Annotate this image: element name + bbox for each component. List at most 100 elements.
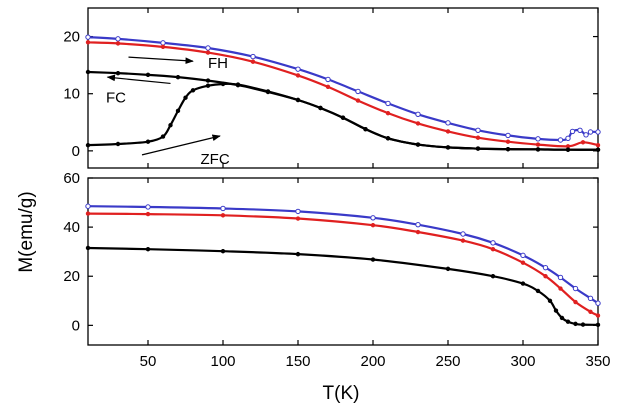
data-point (595, 129, 601, 135)
data-point (85, 40, 91, 45)
data-point (265, 89, 271, 94)
data-point (250, 59, 256, 64)
y-tick-label: 0 (72, 143, 80, 160)
y-tick-label: 0 (72, 317, 80, 334)
data-point (580, 140, 586, 145)
data-point (577, 127, 583, 133)
data-point (160, 44, 166, 50)
bottom-plot-frame (87, 177, 599, 346)
data-point (115, 141, 121, 147)
data-point (115, 36, 121, 42)
data-point (220, 81, 226, 87)
data-point (295, 66, 301, 72)
annotation-label: FC (106, 90, 126, 107)
y-tick-label: 20 (63, 29, 80, 46)
data-point (475, 135, 481, 140)
data-point (535, 136, 541, 142)
data-point (250, 53, 256, 60)
data-point (565, 147, 571, 152)
x-tick-label: 150 (285, 353, 310, 370)
data-point (85, 34, 91, 40)
data-point (595, 322, 601, 328)
data-point (85, 69, 91, 75)
data-point (295, 73, 301, 78)
data-point (595, 300, 601, 306)
data-point (355, 88, 361, 95)
data-point (235, 82, 241, 87)
data-point (370, 222, 376, 228)
data-point (355, 98, 361, 103)
data-point (445, 129, 451, 134)
annotation-zfc: ZFC (141, 134, 230, 168)
data-point (460, 231, 466, 237)
top-series-3 (85, 81, 601, 152)
data-point (445, 145, 451, 150)
annotation-fh: FH (128, 55, 228, 72)
data-point (220, 205, 226, 212)
data-point (573, 321, 578, 327)
data-point (553, 308, 559, 313)
y-tick-label: 40 (63, 219, 80, 236)
data-point (569, 128, 576, 135)
data-point (363, 126, 368, 132)
data-point (595, 142, 601, 148)
data-point (445, 266, 451, 272)
annotation-arrow (106, 74, 171, 85)
data-point (565, 135, 571, 141)
data-point (415, 229, 421, 235)
data-point (175, 108, 181, 114)
data-point (85, 211, 91, 216)
bottom-series-2 (85, 245, 601, 328)
data-point (385, 100, 391, 107)
data-point (85, 203, 91, 209)
data-point (572, 285, 579, 292)
data-point (220, 213, 226, 218)
data-point (160, 134, 166, 139)
data-point (588, 309, 593, 315)
data-point (490, 274, 496, 279)
data-point (520, 252, 526, 259)
data-point (205, 83, 211, 88)
data-point (145, 72, 151, 78)
data-point (535, 142, 541, 147)
data-point (475, 127, 481, 133)
top-series-0 (85, 34, 601, 143)
data-point (205, 50, 211, 55)
data-point (475, 146, 481, 151)
data-point (520, 260, 526, 265)
data-point (160, 40, 166, 46)
data-point (370, 215, 376, 221)
data-point (460, 238, 466, 243)
top-panel: 0 10 20 FH FC ZFC (63, 7, 601, 169)
data-point (535, 288, 541, 294)
data-point (85, 245, 91, 251)
data-point (547, 298, 553, 303)
data-point (340, 115, 346, 120)
y-axis-title: M(emu/g) (16, 191, 37, 272)
data-point (145, 211, 151, 217)
data-point (595, 313, 601, 318)
data-point (490, 247, 496, 252)
data-point (490, 240, 496, 246)
data-point (587, 129, 594, 135)
data-point (505, 146, 511, 152)
data-point (558, 286, 563, 291)
data-point (295, 97, 301, 103)
data-point (557, 137, 564, 143)
data-point (580, 322, 586, 327)
series-line (87, 41, 599, 148)
annotation-arrow (141, 134, 221, 156)
annotation-label: FH (208, 55, 228, 72)
data-point (573, 299, 578, 305)
x-tick-label: 250 (435, 353, 460, 370)
data-point (295, 216, 301, 221)
data-point (85, 142, 91, 148)
data-point (145, 204, 151, 210)
data-point (415, 221, 421, 228)
data-point (505, 139, 511, 144)
data-point (415, 142, 421, 147)
data-point (385, 136, 391, 141)
data-point (535, 147, 541, 152)
data-point (595, 147, 601, 152)
